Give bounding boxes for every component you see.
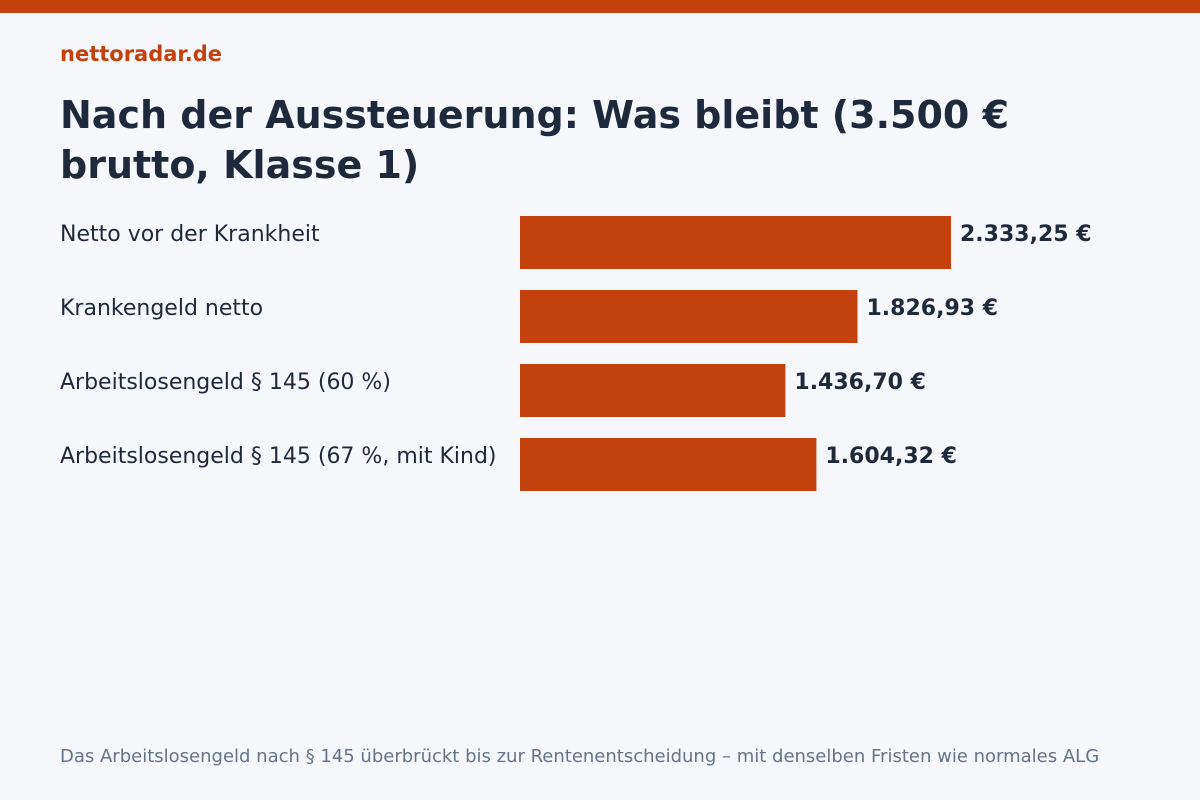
bar [520, 216, 951, 269]
top-accent-bar [0, 0, 1200, 13]
bar [520, 438, 817, 491]
bar [520, 290, 858, 343]
category-label: Krankengeld netto [60, 296, 263, 321]
value-label: 1.604,32 € [825, 444, 957, 469]
category-label: Arbeitslosengeld § 145 (60 %) [60, 370, 391, 395]
value-label: 1.436,70 € [794, 370, 926, 395]
value-label: 1.826,93 € [867, 296, 999, 321]
site-brand[interactable]: nettoradar.de [60, 42, 223, 66]
footnote: Das Arbeitslosengeld nach § 145 überbrüc… [60, 746, 1100, 767]
category-label: Netto vor der Krankheit [60, 222, 320, 247]
category-label: Arbeitslosengeld § 145 (67 %, mit Kind) [60, 444, 497, 469]
chart-title: Nach der Aussteuerung: Was bleibt (3.500… [60, 93, 1010, 187]
bar [520, 364, 786, 417]
value-label: 2.333,25 € [960, 222, 1092, 247]
